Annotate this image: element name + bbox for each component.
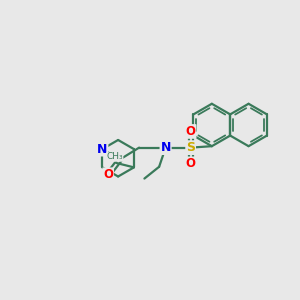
Text: CH₃: CH₃ bbox=[106, 152, 123, 161]
Text: O: O bbox=[103, 168, 113, 181]
Text: S: S bbox=[186, 141, 195, 154]
Text: O: O bbox=[186, 157, 196, 170]
Text: O: O bbox=[186, 125, 196, 138]
Text: N: N bbox=[97, 142, 107, 156]
Text: N: N bbox=[160, 141, 171, 154]
